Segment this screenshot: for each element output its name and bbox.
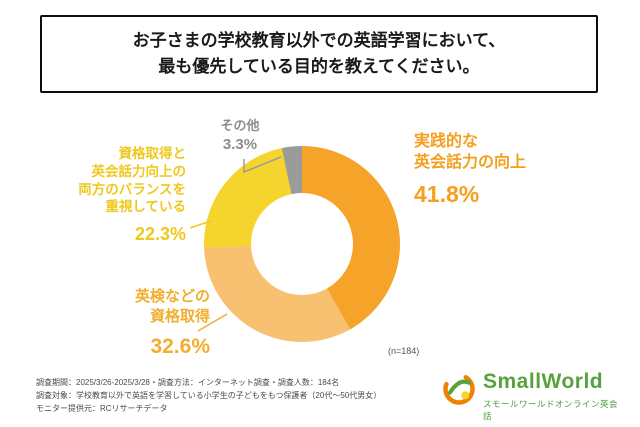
label-balance-line-3: 両方のバランスを [78,181,186,197]
label-other-name: その他 [220,118,260,133]
smallworld-logo-subtitle: スモールワールドオンライン英会話 [483,399,619,421]
sample-size-note: (n=184) [388,346,420,356]
label-balance-pct: 22.3% [134,224,186,245]
label-balance-line-1: 資格取得と [118,146,187,161]
label-other: その他 3.3% [203,117,277,155]
label-eiken-certification: 英検などの 資格取得 32.6% [72,287,210,360]
title-line-2: 最も優先している目的を教えてください。 [158,57,480,77]
label-practical-pct: 41.8% [414,180,480,207]
label-balance-line-2: 英会話力向上の [91,163,187,179]
label-balance-line-4: 重視している [105,199,186,215]
label-practical-line-1: 実践的な [414,133,479,150]
survey-note-line-1: 調査期間：2025/3/26-2025/3/28・調査方法：インターネット調査・… [36,378,340,387]
label-practical-conversation: 実践的な 英会話力の向上 41.8% [414,132,526,209]
title-line-1: お子さまの学校教育以外での英語学習において、 [132,31,506,50]
survey-question-title: お子さまの学校教育以外での英語学習において、 最も優先している目的を教えてくださ… [40,15,598,93]
smallworld-logo-text: SmallWorld [483,370,604,393]
label-eiken-line-2: 資格取得 [149,307,210,325]
survey-method-notes: 調査期間：2025/3/26-2025/3/28・調査方法：インターネット調査・… [36,377,381,415]
donut-chart [204,146,400,342]
smallworld-logo: SmallWorld スモールワールドオンライン英会話 [441,370,626,421]
donut-hole [251,193,353,295]
survey-note-line-3: モニター提供元：RCリサーチデータ [36,403,168,413]
label-practical-line-2: 英会話力の向上 [414,153,527,171]
label-eiken-line-1: 英検などの [134,288,210,305]
label-eiken-pct: 32.6% [150,335,210,358]
survey-note-line-2: 調査対象：学校教育以外で英語を学習している小学生の子どもをもつ保護者（20代～5… [36,390,382,400]
label-other-pct: 3.3% [222,135,258,153]
label-balance: 資格取得と 英会話力向上の 両方のバランスを 重視している 22.3% [52,145,186,247]
smallworld-logo-icon [443,373,475,405]
